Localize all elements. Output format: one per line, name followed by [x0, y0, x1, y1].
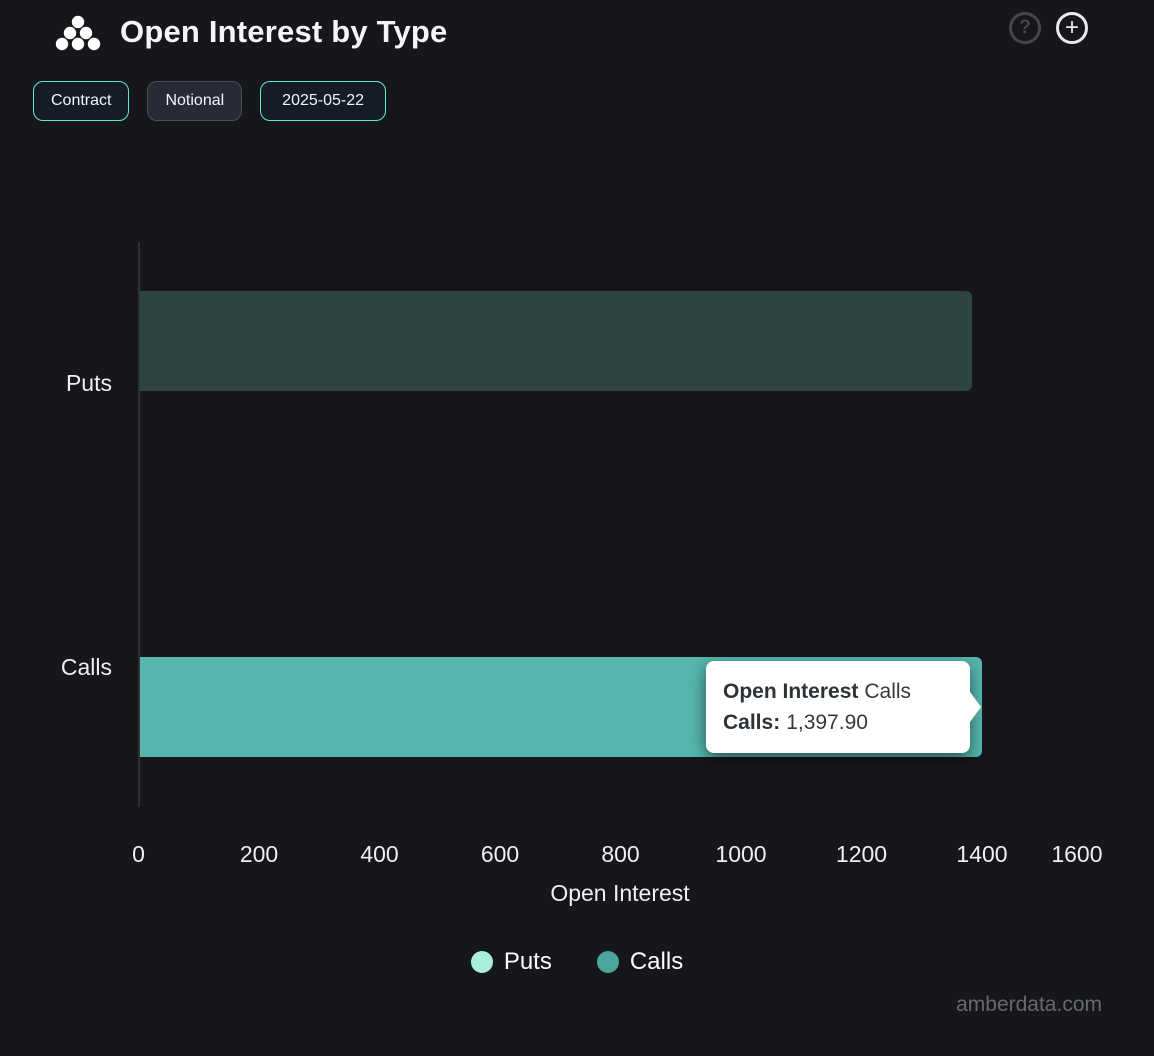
x-axis-tick-label: 1000 [715, 841, 767, 867]
legend-label: Calls [629, 948, 684, 975]
x-axis-tick-label: 800 [601, 841, 640, 867]
x-axis-tick-label: 1400 [956, 841, 1008, 867]
legend-label: Puts [503, 948, 552, 975]
plus-glyph: + [1064, 14, 1079, 41]
legend-swatch-puts [470, 951, 493, 973]
y-axis-label-calls: Calls [60, 654, 112, 680]
question-mark-glyph: ? [1019, 17, 1031, 38]
x-axis-tick-label: 200 [239, 841, 279, 867]
date-button[interactable]: 2025-05-22 [260, 81, 387, 121]
watermark: amberdata.com [956, 993, 1102, 1016]
y-axis-label-puts: Puts [65, 370, 112, 396]
contract-button[interactable]: Contract [33, 81, 130, 121]
notional-button[interactable]: Notional [147, 81, 243, 121]
tooltip-series-label: Open Interest [723, 680, 859, 703]
y-axis-line [138, 242, 140, 807]
tooltip-row-value: 1,397.90 [786, 711, 868, 734]
x-axis-tick-label: 400 [360, 841, 399, 867]
tooltip-series-suffix: Calls [864, 680, 912, 703]
x-axis-tick-label: 1600 [1051, 841, 1103, 867]
chart-tooltip: Open Interest Calls Calls: 1,397.90 [706, 661, 981, 753]
x-axis-tick-label: 1200 [835, 841, 888, 867]
add-icon[interactable]: + [1056, 12, 1088, 44]
bar-puts[interactable] [140, 291, 973, 391]
x-axis-title: Open Interest [550, 880, 690, 906]
legend-swatch-calls [596, 951, 619, 973]
legend-item-calls[interactable]: Calls [596, 948, 684, 976]
chart-legend: Puts Calls [0, 948, 1154, 976]
help-icon[interactable]: ? [1009, 12, 1041, 44]
tooltip-value-row: Calls: 1,397.90 [723, 707, 953, 738]
x-axis-tick-label: 600 [480, 841, 520, 867]
tooltip-title-row: Open Interest Calls [723, 676, 953, 707]
tooltip-row-label: Calls: [723, 711, 781, 734]
x-axis-tick-label: 0 [132, 841, 145, 867]
toolbar: Contract Notional 2025-05-22 [33, 81, 387, 121]
amberdata-logo-icon [55, 15, 101, 51]
legend-item-puts[interactable]: Puts [470, 948, 552, 976]
tooltip-arrow [970, 692, 981, 722]
page-title: Open Interest by Type [120, 14, 448, 49]
